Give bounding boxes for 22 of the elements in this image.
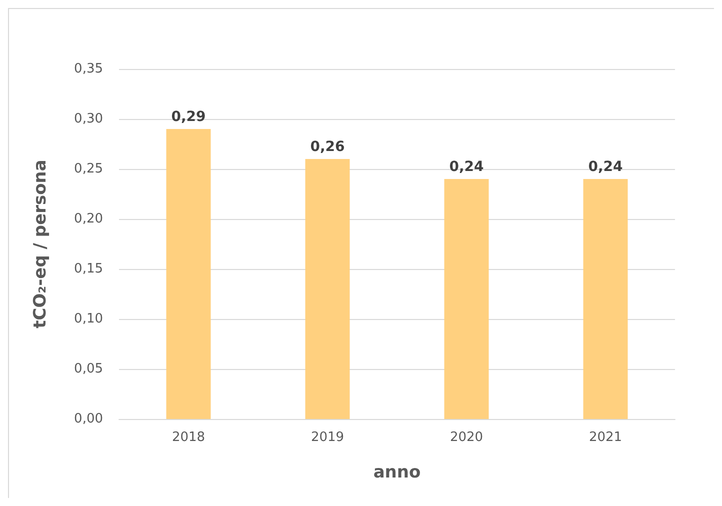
x-tick-label: 2018 bbox=[172, 430, 206, 445]
bar bbox=[583, 179, 628, 419]
bar bbox=[444, 179, 489, 419]
y-tick-label: 0,00 bbox=[74, 412, 103, 426]
x-tick-label: 2019 bbox=[310, 430, 344, 445]
y-tick-label: 0,25 bbox=[74, 162, 103, 176]
y-tick-label: 0,10 bbox=[74, 312, 103, 326]
y-tick-label: 0,15 bbox=[74, 262, 103, 276]
data-label: 0,26 bbox=[310, 139, 345, 155]
bar bbox=[166, 129, 211, 419]
y-tick-label: 0,20 bbox=[74, 212, 103, 226]
x-axis-title: anno bbox=[373, 462, 421, 482]
y-tick-label: 0,35 bbox=[74, 62, 103, 76]
bar bbox=[305, 159, 350, 419]
y-tick-label: 0,30 bbox=[74, 112, 103, 126]
data-label: 0,24 bbox=[588, 159, 624, 175]
data-label: 0,29 bbox=[171, 109, 206, 125]
data-label: 0,24 bbox=[449, 159, 484, 175]
y-tick-label: 0,05 bbox=[74, 362, 103, 376]
x-tick-label: 2021 bbox=[588, 430, 622, 445]
x-tick-label: 2020 bbox=[450, 430, 484, 445]
y-axis-title: tCO₂-eq / persona bbox=[30, 160, 50, 328]
